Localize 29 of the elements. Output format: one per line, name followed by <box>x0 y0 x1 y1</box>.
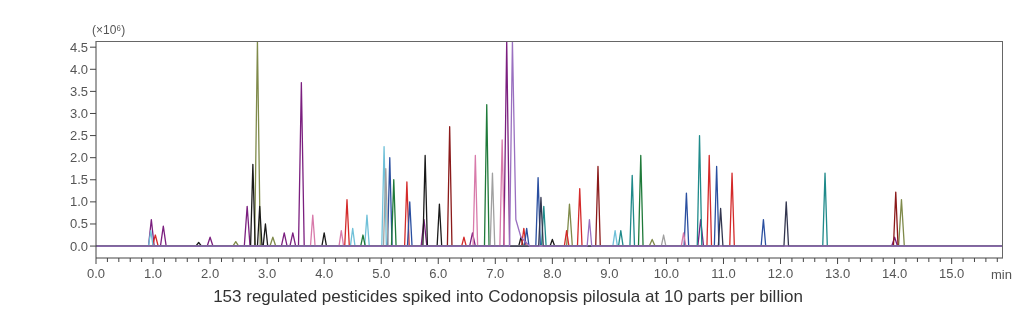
y-tick-label: 2.0 <box>69 150 88 166</box>
x-tick-label: 6.0 <box>429 266 448 281</box>
y-tick-label: 0.0 <box>69 238 88 254</box>
y-tick-label: 4.5 <box>69 39 88 55</box>
x-tick-label: 13.0 <box>824 266 851 281</box>
x-tick-label: 8.0 <box>543 266 562 281</box>
y-tick-label: 1.0 <box>69 194 88 210</box>
y-tick-label: 2.5 <box>69 128 88 144</box>
x-tick-label: 5.0 <box>372 266 391 281</box>
x-tick-label: 11.0 <box>711 266 736 281</box>
y-tick-label: 1.5 <box>69 172 88 188</box>
y-tick-label: 3.5 <box>69 83 88 99</box>
x-tick-label: 0.0 <box>86 266 106 281</box>
x-tick-label: 15.0 <box>939 266 965 281</box>
x-tick-label: 3.0 <box>258 266 277 281</box>
x-tick-label: 7.0 <box>486 266 505 281</box>
x-tick-label: 10.0 <box>653 266 680 281</box>
text: 153 regulated pesticides spiked into Codonopsis pilosula at 10 parts per billion <box>212 287 804 307</box>
x-tick-label: 4.0 <box>315 266 334 281</box>
y-axis-title: (×10⁶) <box>92 23 126 37</box>
y-tick-label: 4.0 <box>69 61 88 77</box>
y-tick-label: 3.0 <box>69 105 88 121</box>
x-tick-label: 2.0 <box>201 266 220 281</box>
x-tick-label: 14.0 <box>881 266 908 281</box>
x-axis-title: min <box>991 267 1012 282</box>
x-tick-label: 9.0 <box>600 266 619 281</box>
x-tick-label: 1.0 <box>144 266 163 281</box>
x-tick-label: 12.0 <box>767 266 794 281</box>
y-tick-label: 0.5 <box>69 216 88 232</box>
